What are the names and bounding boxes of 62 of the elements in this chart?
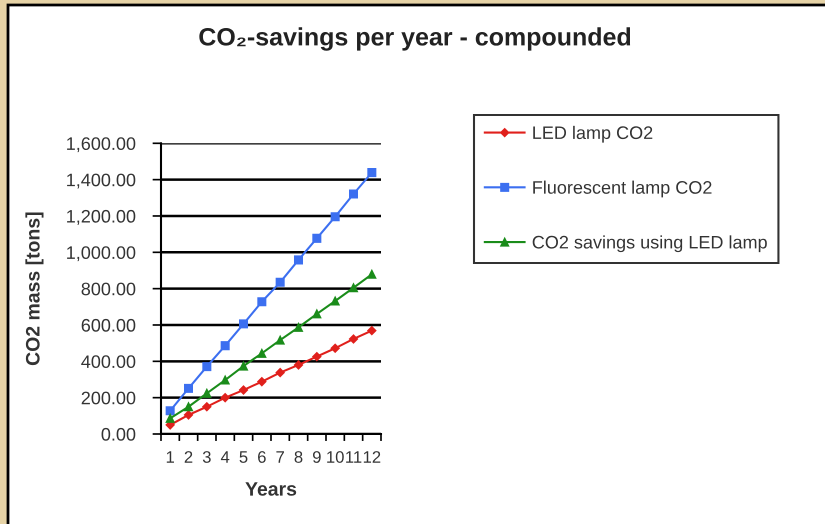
x-tick-label: 1 (166, 451, 174, 463)
point (294, 360, 304, 370)
point (257, 348, 266, 358)
x-tick-label: 7 (276, 451, 284, 463)
point (367, 326, 376, 336)
point (330, 296, 340, 306)
y-tick-label: 800.00 (82, 282, 136, 296)
y-tick-label: 400.00 (81, 355, 136, 368)
y-tick-label: 600.00 (82, 318, 136, 332)
point (276, 368, 285, 378)
y-tick-label: 1,600.00 (67, 137, 136, 152)
point (312, 234, 322, 243)
y-tick-label: 200.00 (82, 392, 136, 404)
x-tick-label: 9 (312, 451, 321, 463)
x-tick-label: 8 (294, 451, 302, 463)
point (294, 255, 304, 264)
point (202, 362, 212, 372)
point (348, 283, 358, 292)
x-tick-label: 4 (220, 451, 230, 463)
y-tick-label: 1,000.00 (67, 246, 136, 262)
point (220, 341, 230, 350)
point (312, 352, 322, 362)
point (348, 189, 358, 199)
x-tick-label: 6 (258, 451, 266, 463)
point (184, 384, 194, 393)
x-tick-label: 3 (202, 451, 211, 463)
point (312, 309, 322, 318)
point (294, 322, 304, 332)
point (238, 385, 248, 395)
point (238, 362, 248, 371)
point (257, 297, 266, 306)
x-tick-label: 5 (240, 451, 248, 463)
point (367, 270, 376, 279)
y-axis-title: CO2 mass [tons] (25, 212, 44, 366)
x-axis-title: Years (245, 482, 296, 496)
legend-label: CO2 savings using LED lamp (532, 235, 767, 252)
y-tick-label: 1,400.00 (67, 174, 136, 188)
point (276, 336, 285, 345)
point (166, 406, 175, 416)
point (220, 376, 230, 385)
y-tick-label: 1,200.00 (67, 210, 136, 225)
legend-label: LED lamp CO2 (533, 126, 652, 143)
y-tick-label: 0.00 (102, 428, 136, 441)
point (202, 402, 212, 412)
point (257, 377, 266, 386)
point (367, 168, 376, 178)
point (220, 393, 230, 402)
x-tick-label: 10 (327, 451, 344, 463)
point (276, 278, 285, 287)
x-tick-label: 11 (346, 451, 362, 463)
point (184, 410, 194, 420)
legend-label: Fluorescent lamp CO2 (533, 180, 712, 198)
point (330, 344, 340, 353)
point (330, 212, 340, 222)
point (184, 402, 194, 412)
x-tick-label: 2 (184, 451, 192, 463)
point (202, 388, 212, 398)
chart-title: CO₂-savings per year - compounded (199, 27, 630, 51)
x-tick-label: 12 (364, 451, 380, 463)
point (166, 414, 175, 423)
point (238, 319, 248, 328)
point (348, 334, 358, 344)
